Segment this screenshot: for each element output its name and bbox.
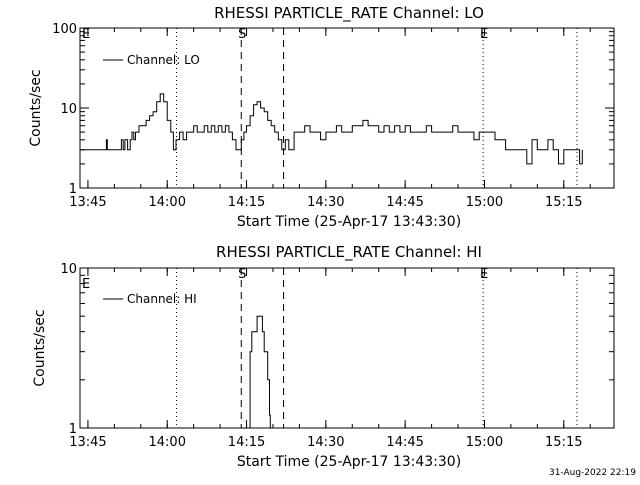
hi-series-line xyxy=(249,315,271,428)
lo-x-tick-label: 14:45 xyxy=(386,195,423,210)
hi-y-axis-label: Counts/sec xyxy=(32,309,48,386)
lo-x-tick-label: 15:00 xyxy=(466,195,503,210)
lo-x-tick-label: 13:45 xyxy=(69,195,106,210)
lo-corner-label: E xyxy=(82,27,90,42)
hi-y-tick-label: 1 xyxy=(69,422,77,437)
lo-x-tick-label: 14:00 xyxy=(149,195,186,210)
lo-x-tick-label: 15:15 xyxy=(545,195,582,210)
lo-x-tick-label: 14:30 xyxy=(307,195,344,210)
hi-corner-label: E xyxy=(82,277,90,292)
lo-y-tick-label: 100 xyxy=(52,22,77,37)
lo-x-tick-label: 14:15 xyxy=(228,195,265,210)
lo-legend: Channel: LO xyxy=(103,53,200,67)
lo-axes: 13:45 14:00 14:15 14:30 14:45 15:00 15:15 1 10 10… xyxy=(52,22,614,210)
hi-chart-title: RHESSI PARTICLE_RATE Channel: HI xyxy=(216,243,482,262)
hi-x-tick-label: 15:15 xyxy=(545,435,582,450)
hi-channel-panel: RHESSI PARTICLE_RATE Channel: HI Counts/… xyxy=(32,243,615,470)
lo-channel-panel: RHESSI PARTICLE_RATE Channel: LO Counts/… xyxy=(28,4,615,230)
lo-marker-label: S xyxy=(238,27,246,42)
hi-x-tick-label: 14:30 xyxy=(307,435,344,450)
hi-y-tick-label: 10 xyxy=(60,262,77,277)
hi-marker-label: E xyxy=(480,267,488,282)
hi-axes: 13:45 14:00 14:15 14:30 14:45 15:00 15:15 1 10 xyxy=(60,262,614,450)
hi-x-tick-label: 14:00 xyxy=(149,435,186,450)
lo-chart-title: RHESSI PARTICLE_RATE Channel: LO xyxy=(214,4,484,23)
lo-marker-label: E xyxy=(480,27,488,42)
hi-series xyxy=(249,315,271,428)
lo-y-tick-label: 10 xyxy=(60,102,77,117)
lo-series-line xyxy=(80,93,583,165)
hi-legend: Channel: HI xyxy=(103,292,197,306)
hi-x-axis-label: Start Time (25-Apr-17 13:43:30) xyxy=(237,454,461,470)
lo-y-tick-label: 1 xyxy=(69,182,77,197)
hi-x-tick-label: 14:45 xyxy=(386,435,423,450)
hi-x-tick-label: 13:45 xyxy=(69,435,106,450)
hi-x-tick-label: 15:00 xyxy=(466,435,503,450)
lo-series xyxy=(80,93,583,165)
hi-x-tick-label: 14:15 xyxy=(228,435,265,450)
hi-plot-frame xyxy=(79,267,615,429)
lo-legend-label: Channel: LO xyxy=(127,53,200,67)
hi-legend-label: Channel: HI xyxy=(127,292,197,306)
generation-timestamp: 31-Aug-2022 22:19 xyxy=(549,468,636,478)
hi-marker-label: S xyxy=(238,267,246,282)
lo-y-axis-label: Counts/sec xyxy=(28,69,44,146)
lo-x-axis-label: Start Time (25-Apr-17 13:43:30) xyxy=(237,214,461,230)
